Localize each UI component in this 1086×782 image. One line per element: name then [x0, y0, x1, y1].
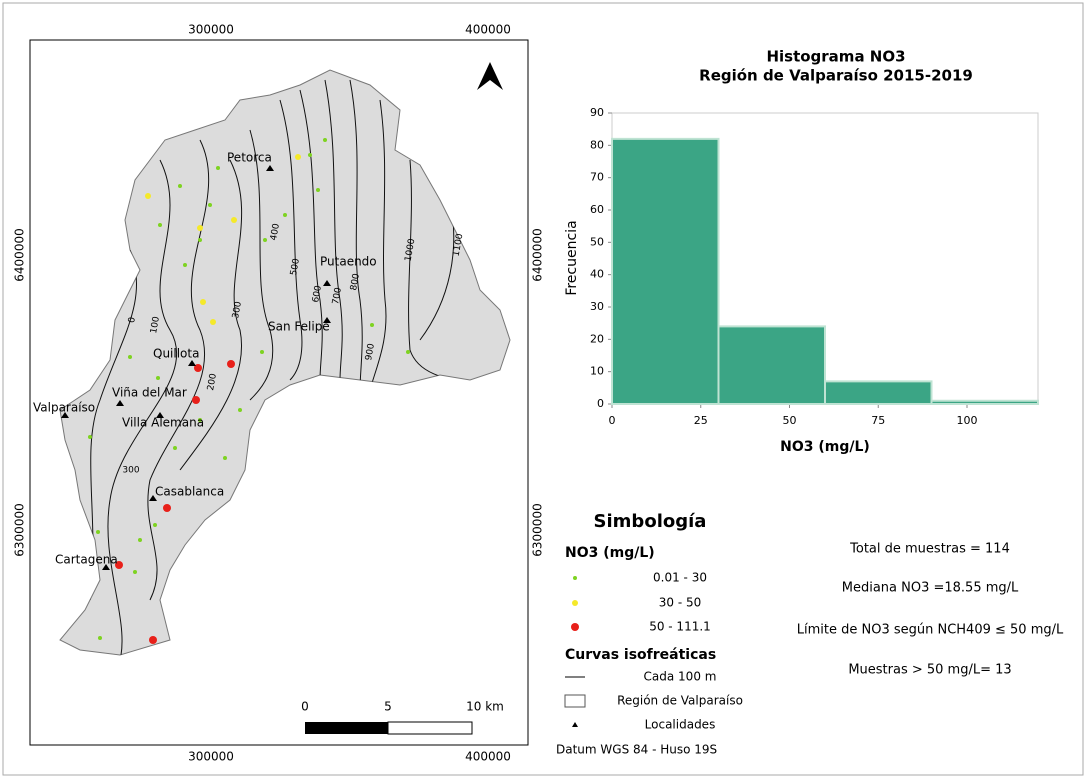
- coord: 400000: [465, 750, 511, 764]
- locality: Quillota: [153, 347, 199, 361]
- legend-item: Localidades: [645, 718, 716, 732]
- legend-item: Cada 100 m: [644, 670, 717, 684]
- stat: Mediana NO3 =18.55 mg/L: [842, 581, 1019, 596]
- scale-label: 10 km: [466, 700, 504, 714]
- legend-subtitle: NO3 (mg/L): [565, 545, 655, 561]
- coord: 6300000: [531, 503, 545, 556]
- locality: Casablanca: [155, 485, 224, 499]
- chart-title: Histograma NO3: [766, 48, 905, 66]
- y-label: Frecuencia: [564, 220, 580, 295]
- scale-bar: [305, 722, 388, 734]
- legend-item: 0.01 - 30: [653, 571, 707, 585]
- chart-title: Región de Valparaíso 2015-2019: [699, 67, 973, 85]
- legend-item: 30 - 50: [659, 596, 702, 610]
- y-tick-label: 20: [590, 332, 604, 345]
- x-tick-label: 50: [783, 414, 797, 427]
- bar: [825, 381, 932, 404]
- coord: 300000: [188, 23, 234, 37]
- page: Petorca Putaendo San Felipe Quillota Viñ…: [0, 0, 1086, 778]
- y-tick-label: 30: [590, 300, 604, 313]
- y-tick-label: 80: [590, 138, 604, 151]
- locality: Valparaíso: [33, 401, 95, 415]
- x-tick-label: 100: [957, 414, 978, 427]
- legend-symbol: [572, 600, 578, 606]
- locality: Petorca: [227, 151, 272, 165]
- bar: [612, 139, 719, 404]
- locality: Viña del Mar: [112, 386, 187, 400]
- x-label: NO3 (mg/L): [780, 439, 870, 455]
- y-tick-label: 90: [590, 106, 604, 119]
- coord: 300000: [188, 750, 234, 764]
- legend-symbol: [565, 695, 585, 707]
- coord: 6300000: [13, 503, 27, 556]
- x-tick-label: 25: [694, 414, 708, 427]
- y-tick-label: 70: [590, 171, 604, 184]
- legend-symbol: [571, 623, 579, 631]
- legend-item: 50 - 111.1: [649, 620, 711, 634]
- locality: Putaendo: [320, 255, 377, 269]
- locality: San Felipe: [268, 320, 330, 334]
- x-tick-label: 75: [871, 414, 885, 427]
- locality: Villa Alemana: [122, 416, 204, 430]
- datum: Datum WGS 84 - Huso 19S: [556, 743, 717, 757]
- y-tick-label: 10: [590, 365, 604, 378]
- legend-subtitle: Curvas isofreáticas: [565, 647, 716, 663]
- scale-bar: [388, 722, 472, 734]
- y-tick-label: 40: [590, 268, 604, 281]
- y-tick-label: 60: [590, 203, 604, 216]
- stat: Muestras > 50 mg/L= 13: [848, 663, 1011, 678]
- y-tick-label: 0: [597, 397, 604, 410]
- contour-label: 300: [122, 466, 139, 476]
- bar: [932, 401, 1039, 404]
- scale-label: 0: [301, 700, 309, 714]
- coord: 400000: [465, 23, 511, 37]
- coord: 6400000: [13, 228, 27, 281]
- legend-title: Simbología: [594, 511, 707, 532]
- x-tick-label: 0: [609, 414, 616, 427]
- bar: [719, 326, 826, 404]
- scale-label: 5: [384, 700, 392, 714]
- y-tick-label: 50: [590, 235, 604, 248]
- legend-symbol: [573, 576, 577, 580]
- locality: Cartagena: [55, 553, 118, 567]
- stat: Límite de NO3 según NCH409 ≤ 50 mg/L: [797, 623, 1064, 638]
- stat: Total de muestras = 114: [849, 542, 1010, 557]
- coord: 6400000: [531, 228, 545, 281]
- legend-item: Región de Valparaíso: [617, 694, 743, 708]
